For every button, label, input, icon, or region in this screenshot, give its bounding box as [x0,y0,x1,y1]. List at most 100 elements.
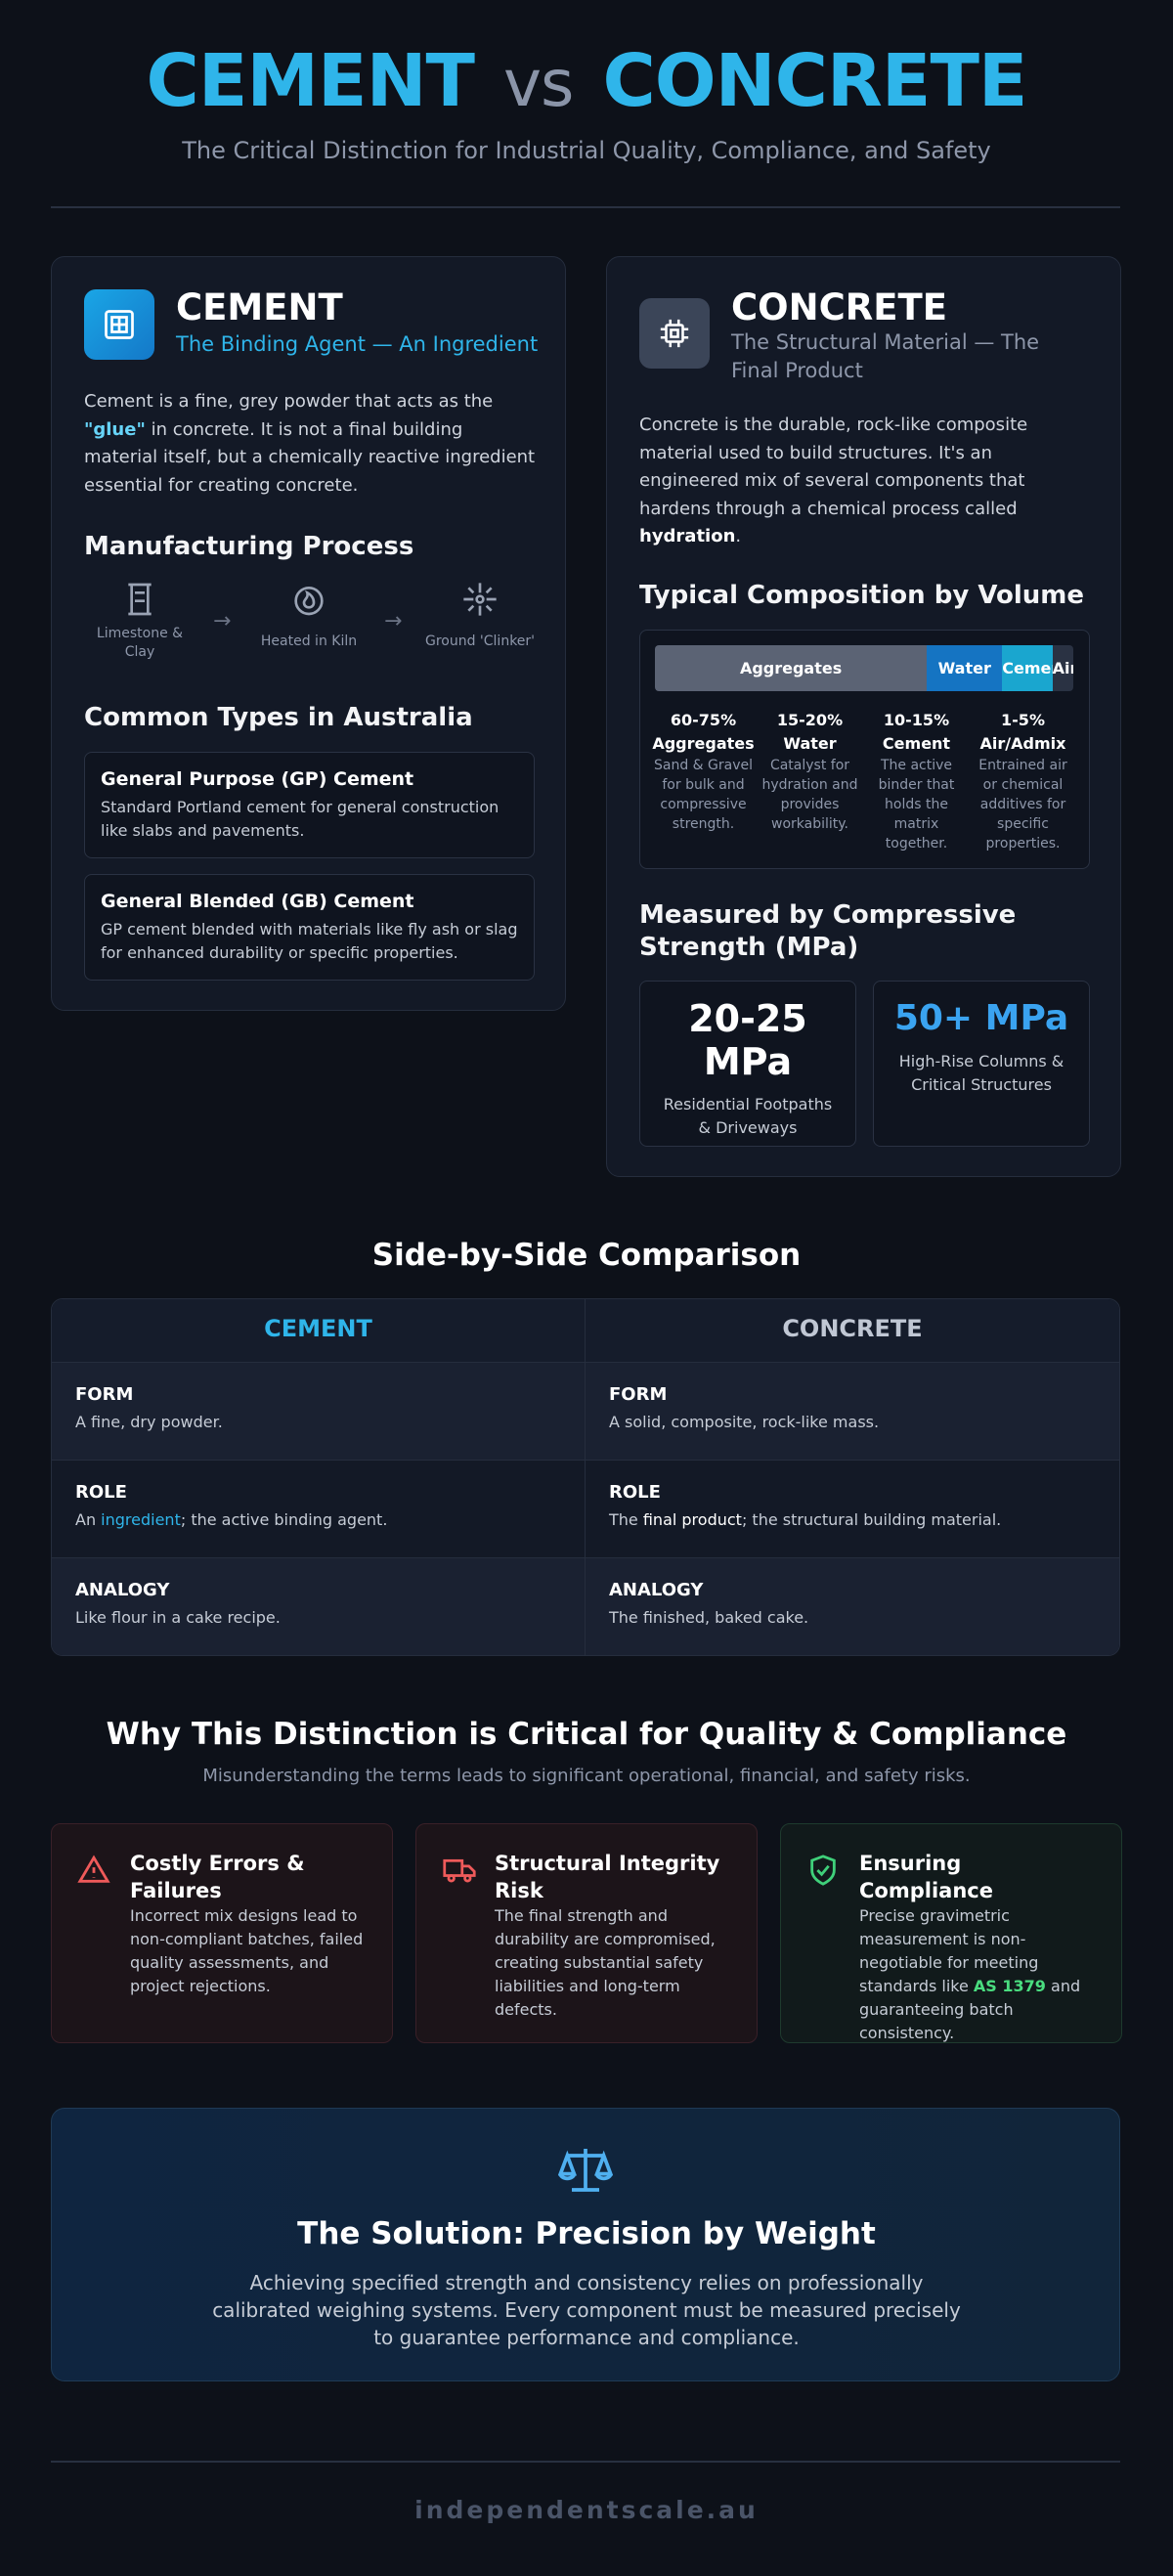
components: 60-75% Aggregates Sand & Gravel for bulk a… [652,709,1074,853]
component: 10-15% Cement The active binder that holds… [865,709,968,853]
card-text: Incorrect mix designs lead to non-compli… [130,1906,364,1995]
intro-text: in concrete. It is not a final building … [84,418,536,496]
bar-segment: Water [927,645,1003,691]
strength-value: 50+ MPa [893,998,1069,1038]
intro-highlight: "glue" [84,418,146,440]
card-text: Precise gravimetric measurement is non-n… [859,1904,1098,2045]
title-vs: vs [503,46,574,121]
divider [51,2461,1120,2463]
cell-label: FORM [609,1384,668,1405]
intro-text: Concrete is the durable, rock-like compo… [639,415,1028,519]
title-right: CONCRETE [602,39,1027,123]
type-box: General Blended (GB) Cement GP cement ble… [84,874,535,981]
cement-intro: Cement is a fine, grey powder that acts … [84,388,539,500]
composition-title: Typical Composition by Volume [639,581,1085,610]
table-cell: ANALOGY Like flour in a cake recipe. [52,1558,586,1655]
process-step: Limestone & Clay [81,580,198,662]
main-subtitle: The Critical Distinction for Industrial … [182,137,991,164]
cell-text: The final product; the structural buildi… [609,1510,1096,1529]
component-name: Aggregates [652,734,755,753]
component-range: 60-75% [670,711,737,729]
concrete-title: CONCRETE [731,286,948,328]
type-desc: Standard Portland cement for general con… [101,798,500,840]
icon-graphic [660,319,689,348]
cell-text: A solid, composite, rock-like mass. [609,1413,880,1431]
divider [51,206,1120,208]
table-cell: ROLE The final product; the structural bu… [586,1461,1119,1557]
component-name: Cement [882,734,951,753]
component: 1-5% Air/Admix Entrained air or chemical a… [972,709,1074,853]
text-highlight: ingredient [101,1510,181,1529]
step-icon [463,583,497,616]
text-highlight: final product [642,1510,742,1529]
text-part: ; the structural building material. [741,1510,1002,1529]
table-cell: ROLE An ingredient; the active binding ag… [52,1461,586,1557]
table-row: ANALOGY Like flour in a cake recipe. ANALO… [52,1557,1119,1655]
concrete-card: CONCRETE The Structural Material — The F… [606,256,1121,1177]
concrete-icon [639,298,710,369]
strength-desc: High-Rise Columns & Critical Structures [898,1052,1064,1094]
table-cell: FORM A fine, dry powder. [52,1363,586,1460]
cement-card: CEMENT The Binding Agent — An Ingredient… [51,256,566,1011]
table-row: ROLE An ingredient; the active binding ag… [52,1460,1119,1557]
card-icon [443,1858,476,1883]
header-cell: CONCRETE [782,1315,923,1342]
card-title: Ensuring Compliance [859,1852,993,1902]
title-left: CEMENT [146,39,475,123]
type-name: General Blended (GB) Cement [101,891,414,912]
composition-box: Aggregates Water Cement Air 60-75% Aggreg… [639,630,1090,869]
footer: independentscale.au [414,2496,759,2524]
step-icon [128,583,152,616]
why-subtitle: Misunderstanding the terms leads to sign… [202,1766,971,1786]
table-cell: ANALOGY The finished, baked cake. [586,1558,1119,1655]
process-step: Heated in Kiln [250,580,368,651]
types-title: Common Types in Australia [84,703,473,732]
card-title: Structural Integrity Risk [495,1852,720,1902]
text-part: and guaranteeing batch consistency. [859,1977,1081,2042]
text-part: The [609,1510,643,1529]
cell-text: The finished, baked cake. [609,1608,809,1627]
risk-card: Costly Errors & Failures Incorrect mix de… [51,1823,393,2043]
step-label: Limestone & Clay [96,626,184,660]
table-cell: FORM A solid, composite, rock-like mass. [586,1363,1119,1460]
cell-label: ROLE [75,1482,127,1503]
cement-title: CEMENT [176,286,343,328]
arrow: → [384,609,403,633]
card-icon [810,1855,836,1886]
type-desc: GP cement blended with materials like fl… [101,920,518,962]
component-desc: The active binder that holds the matrix … [878,758,955,851]
component: 15-20% Water Catalyst for hydration and pr… [759,709,861,853]
cell-text: An ingredient; the active binding agent. [75,1510,561,1529]
text-part: Precise gravimetric measurement is non-n… [859,1906,1039,1995]
card-text: The final strength and durability are co… [495,1906,716,2019]
scale-icon [558,2149,613,2192]
text-part: ; the active binding agent. [180,1510,388,1529]
cell-text: A fine, dry powder. [75,1413,223,1431]
card-title: Costly Errors & Failures [130,1852,305,1902]
solution-box: The Solution: Precision by Weight Achiev… [51,2108,1120,2381]
cell-label: ANALOGY [75,1580,170,1600]
intro-highlight: hydration [639,526,736,546]
intro-text: . [735,526,742,546]
strength-value: 20-25 MPa [688,997,807,1083]
strength-desc: Residential Footpaths & Driveways [663,1095,833,1137]
arrow: → [213,609,232,633]
process-title: Manufacturing Process [84,532,414,561]
cell-label: ANALOGY [609,1580,704,1600]
table-header: CEMENT CONCRETE [52,1299,1119,1362]
process-step: Ground 'Clinker' [421,580,539,651]
bar-segment: Aggregates [655,645,928,691]
component: 60-75% Aggregates Sand & Gravel for bulk a… [652,709,755,853]
strength-title: Measured by Compressive Strength (MPa) [639,900,1017,962]
component-range: 1-5% [1001,711,1045,729]
bar-segment: Air [1052,645,1073,691]
step-icon [294,587,324,616]
cell-text: Like flour in a cake recipe. [75,1608,281,1627]
risk-card: Structural Integrity Risk The final stren… [415,1823,758,2043]
main-title: CEMENT vs CONCRETE [0,39,1173,123]
strength-box: 20-25 MPa Residential Footpaths & Drivew… [639,981,856,1147]
component-range: 15-20% [776,711,844,729]
composition-bar: Aggregates Water Cement Air [655,645,1073,691]
